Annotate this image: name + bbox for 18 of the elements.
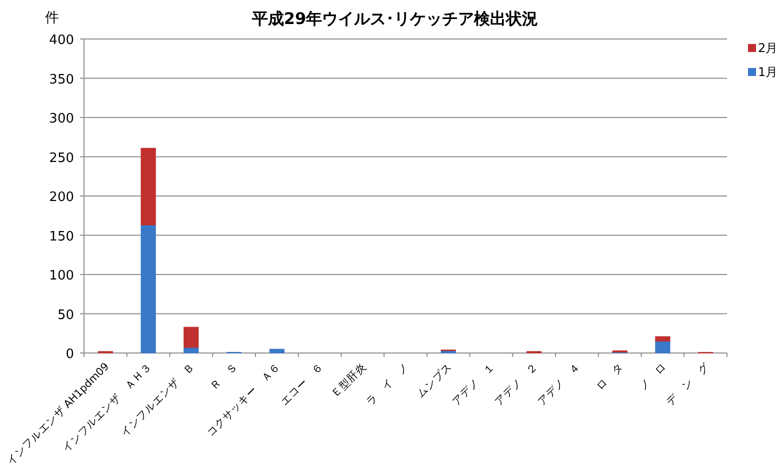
y-tick-label: 150 xyxy=(49,229,74,244)
x-tick-label: アデノ ４ xyxy=(536,360,584,408)
y-tick-label: 200 xyxy=(49,190,74,205)
y-tick-label: 300 xyxy=(49,112,74,126)
y-tick-label: 400 xyxy=(49,33,74,48)
y-axis-title: 件 xyxy=(45,10,59,26)
x-tick-label: ロ タ xyxy=(594,360,626,392)
y-tick-label: 50 xyxy=(57,308,74,323)
x-tick-label: エコー ６ xyxy=(278,360,326,408)
legend-label: 2月 xyxy=(758,41,778,55)
x-tick-label: ラ イ ノ xyxy=(364,360,412,408)
y-tick-label: 100 xyxy=(49,268,74,284)
chart-title: 平成29年ウイルス･リケッチア検出状況 xyxy=(250,9,538,28)
y-tick-label: 250 xyxy=(49,150,74,166)
y-tick-label: 350 xyxy=(49,72,74,88)
x-tick-label: Ｒ Ｓ xyxy=(208,360,240,392)
legend-label: 1月 xyxy=(758,65,778,79)
y-tick-label: 0 xyxy=(66,347,74,362)
